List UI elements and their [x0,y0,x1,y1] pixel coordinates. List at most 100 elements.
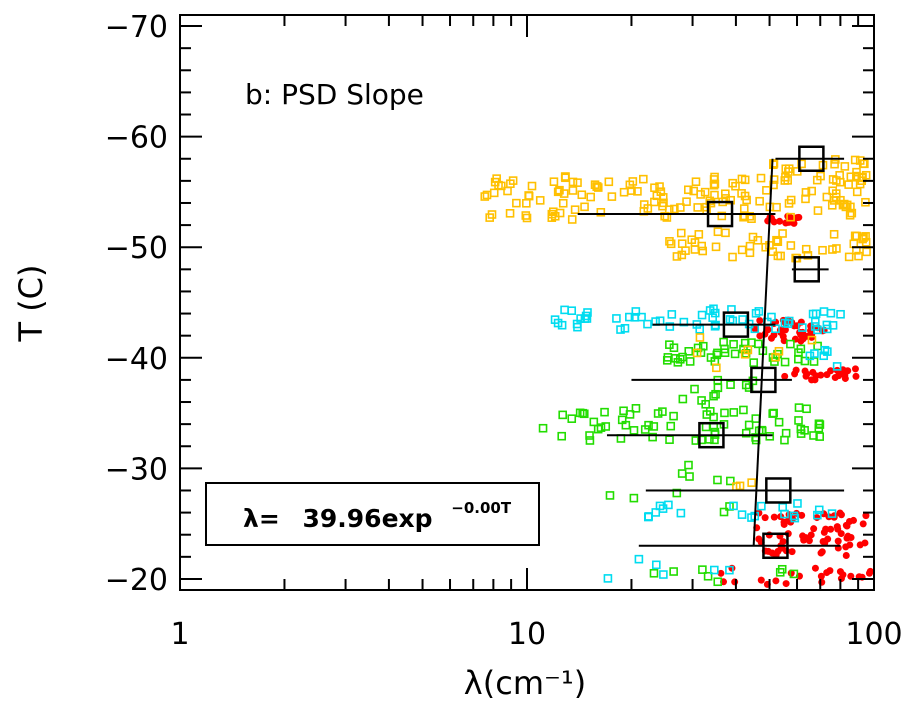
scatter-point-cyan [572,319,582,329]
scatter-point-orange [818,245,827,255]
scatter-point-orange [567,215,577,224]
scatter-point-orange [694,230,704,239]
scatter-point-red [827,525,835,533]
scatter-point-orange [735,481,745,491]
scatter-point-red [811,376,819,384]
scatter-point-orange [756,173,766,183]
scatter-point-orange [740,211,749,221]
scatter-point-orange [721,228,730,238]
scatter-point-red [852,372,860,380]
scatter-point-orange [619,187,629,197]
scatter-point-green [585,436,595,445]
scatter-point-cyan [729,501,738,511]
scatter-point-orange [828,245,837,254]
y-tick-label: −40 [105,342,168,377]
scatter-point-orange [850,155,860,165]
scatter-point-green [739,405,748,415]
mean-point [706,200,734,228]
scatter-point-orange [726,195,735,205]
scatter-point-orange [858,159,868,168]
scatter-point-red [779,332,787,340]
scatter-point-orange [666,239,676,249]
scatter-point-orange [710,190,719,200]
scatter-point-red [781,326,789,334]
scatter-point-orange [655,182,664,191]
scatter-point-cyan [805,351,815,361]
scatter-point-green [809,431,818,440]
svg-text:λ= 39.96exp −0.00T: λ= 39.96exp −0.00T [243,499,512,533]
scatter-point-orange [593,183,603,192]
scatter-point-orange [696,190,705,199]
scatter-point-green [814,423,824,433]
scatter-point-orange [592,182,602,191]
fit-line [752,158,774,546]
scatter-point-green [794,416,803,425]
scatter-point-green [713,577,723,587]
scatter-point-green [703,571,713,581]
mean-point [722,311,750,338]
mean-point [750,366,777,394]
scatter-point-green [729,339,738,349]
scatter-point-green [780,435,789,445]
scatter-point-cyan [836,309,845,319]
scatter-point-orange [747,478,756,487]
scatter-point-green [794,348,803,357]
scatter-point-orange [807,335,817,345]
scatter-point-green [710,435,719,445]
scatter-point-red [836,568,844,576]
scatter-point-red [859,520,867,528]
mean-points-layer [698,145,825,560]
scatter-point-orange [577,190,587,200]
scatter-point-cyan [637,312,646,322]
scatter-point-orange [659,198,668,208]
scatter-point-cyan [567,306,577,315]
scatter-point-green [753,339,763,349]
scatter-point-green [629,426,639,435]
scatter-point-red [782,580,790,588]
scatter-point-green [729,408,739,417]
scatter-point-orange [548,207,558,217]
scatter-point-orange [712,363,721,373]
scatter-point-orange [676,203,685,212]
scatter-point-orange [822,192,832,202]
scatter-point-cyan [819,351,828,361]
scatter-point-red [862,512,870,520]
scatter-point-orange [482,190,492,200]
scatter-point-orange [846,202,855,212]
scatter-point-orange [633,187,642,196]
scatter-point-green [789,569,799,579]
scatter-point-orange [769,159,779,168]
scatter-point-red [851,365,859,373]
scatter-point-cyan [757,501,766,511]
scatter-point-orange [827,201,837,210]
scatter-point-orange [527,181,537,191]
scatter-point-red [780,518,788,526]
scatter-point-green [781,428,791,438]
mean-point [762,532,789,560]
scatter-point-cyan [738,315,747,324]
scatter-point-green [538,423,548,433]
scatter-point-green [796,424,806,434]
fit-annotation-box: λ= 39.96exp −0.00T [205,482,540,546]
scatter-point-orange [700,187,710,197]
scatter-point-orange [522,213,532,223]
scatter-point-red [717,569,725,577]
scatter-point-orange [762,186,771,195]
scatter-point-orange [693,203,702,212]
scatter-point-orange [784,199,794,208]
scatter-point-cyan [820,345,830,355]
scatter-point-red [807,531,815,539]
scatter-point-green [698,565,707,574]
scatter-point-orange [728,178,737,188]
scatter-point-red [841,371,849,379]
scatter-point-green [648,432,657,442]
scatter-point-cyan [659,570,668,579]
scatter-point-cyan [710,321,720,331]
scatter-point-cyan [643,512,653,522]
scatter-point-cyan [737,510,747,519]
scatter-point-orange [774,346,784,356]
scatter-point-red [835,372,843,380]
scatter-point-red [787,569,795,577]
scatter-point-orange [480,192,490,201]
scatter-point-red [776,217,784,225]
